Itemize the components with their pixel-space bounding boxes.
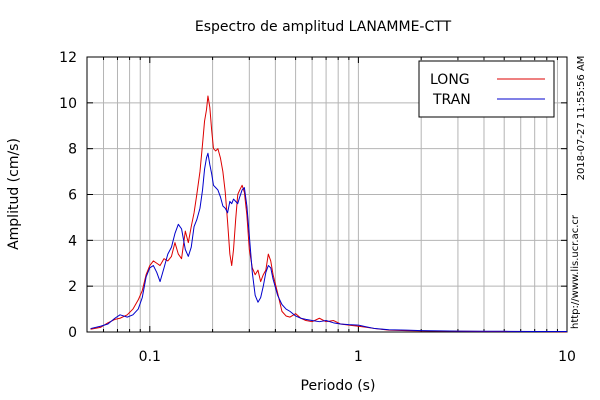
x-tick-label: 0.1 bbox=[139, 349, 161, 365]
y-tick-label: 0 bbox=[68, 325, 77, 341]
y-tick-label: 12 bbox=[59, 50, 77, 66]
y-tick-label: 6 bbox=[68, 188, 77, 204]
x-tick-label: 10 bbox=[558, 349, 576, 365]
series-line-long bbox=[90, 95, 568, 333]
y-tick-label: 4 bbox=[68, 233, 77, 249]
series-line-tran bbox=[90, 152, 567, 333]
legend: LONG TRAN bbox=[418, 60, 555, 118]
source-url-text: http://www.lis.ucr.ac.cr bbox=[570, 214, 581, 329]
y-tick-label: 8 bbox=[68, 142, 77, 158]
legend-label-long: LONG bbox=[430, 72, 470, 88]
timestamp-text: 2018-07-27 11:55:56 AM bbox=[576, 56, 587, 181]
x-tick-label: 1 bbox=[354, 349, 363, 365]
legend-label-tran: TRAN bbox=[432, 92, 471, 108]
y-tick-label: 2 bbox=[68, 279, 77, 295]
y-axis-label: Amplitud (cm/s) bbox=[6, 138, 22, 250]
y-tick-label: 10 bbox=[59, 96, 77, 112]
axes: 0 2 4 6 8 10 12 0.1 1 10 bbox=[59, 50, 576, 365]
x-axis-label: Periodo (s) bbox=[301, 378, 376, 394]
legend-box bbox=[418, 60, 555, 118]
chart-title: Espectro de amplitud LANAMME-CTT bbox=[195, 19, 452, 35]
series-lines bbox=[90, 95, 568, 333]
